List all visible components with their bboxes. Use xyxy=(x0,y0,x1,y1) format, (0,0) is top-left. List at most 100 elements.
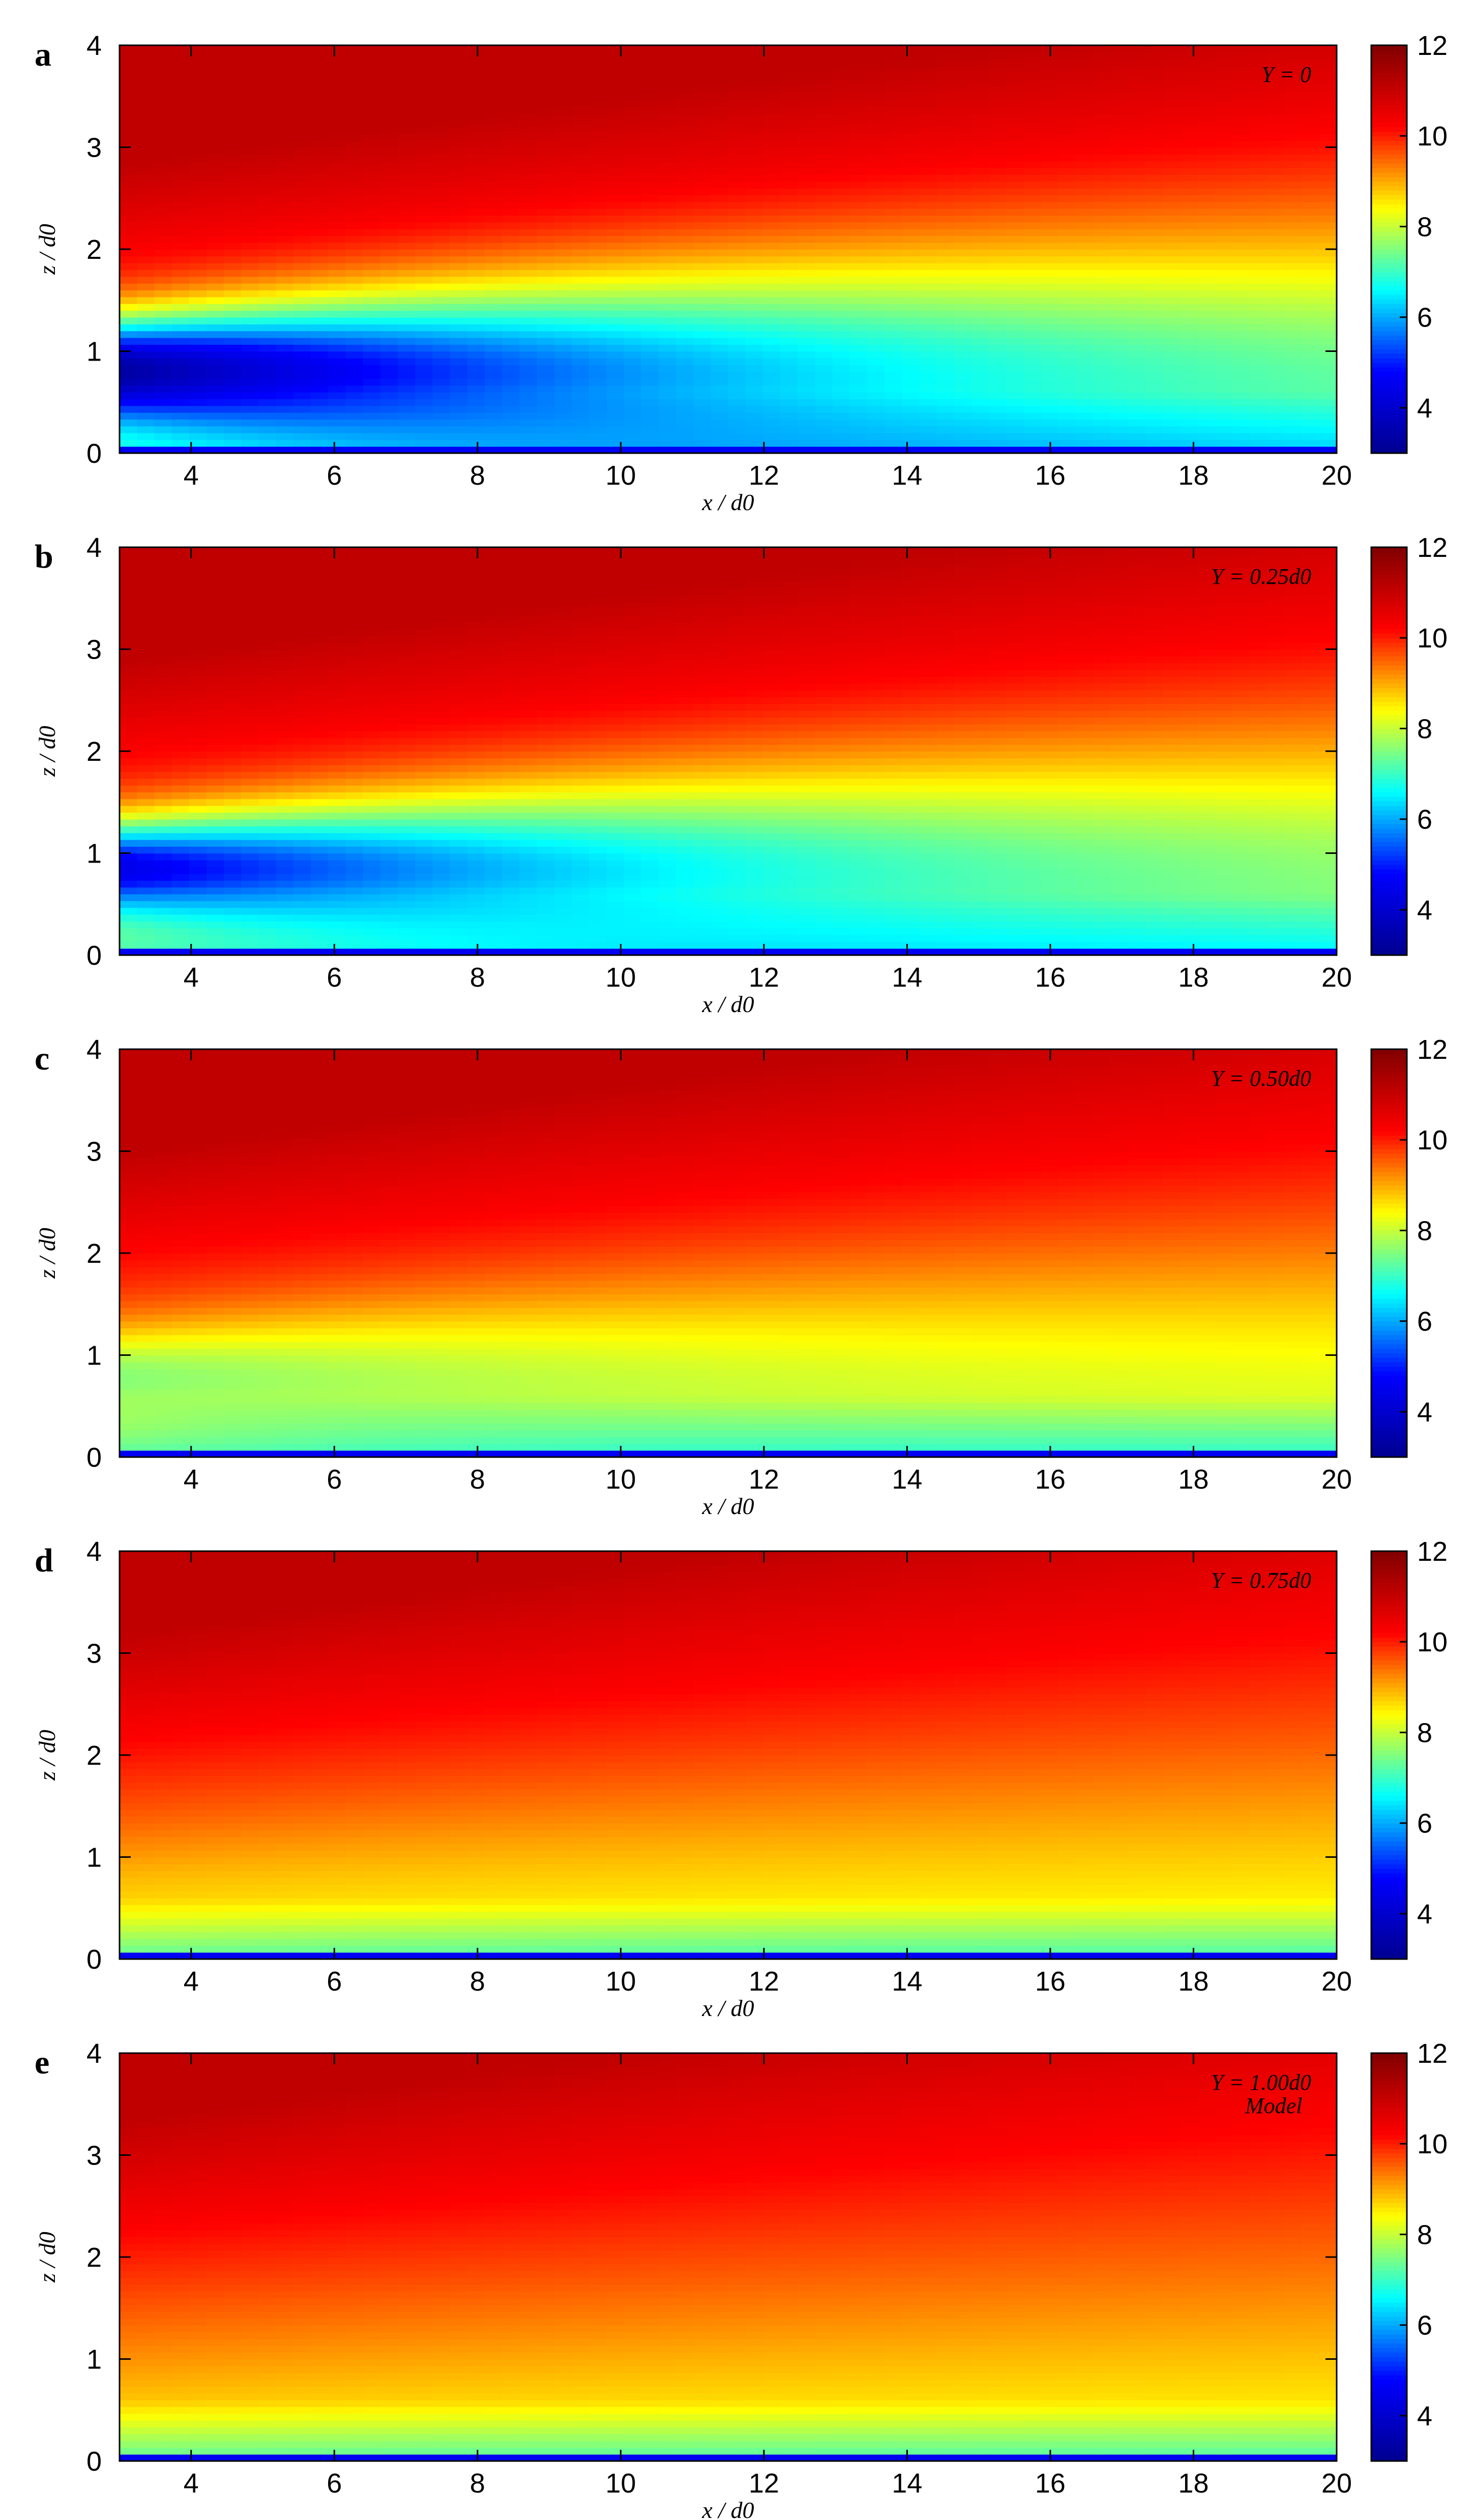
heatmap-cell xyxy=(467,79,485,86)
heatmap-cell xyxy=(450,228,468,236)
heatmap-cell xyxy=(206,710,224,718)
heatmap-cell xyxy=(624,317,642,324)
heatmap-cell xyxy=(658,297,676,304)
colorbar-band xyxy=(1371,399,1407,404)
heatmap-cell xyxy=(363,344,381,352)
heatmap-cell xyxy=(258,222,277,229)
heatmap-cell xyxy=(1197,154,1216,162)
heatmap-cell xyxy=(1093,127,1111,134)
heatmap-cell xyxy=(363,270,381,277)
heatmap-cell xyxy=(1302,378,1320,386)
heatmap-cell xyxy=(206,608,224,616)
heatmap-cell xyxy=(1145,432,1163,440)
heatmap-cell xyxy=(137,419,155,427)
heatmap-cell xyxy=(189,928,207,935)
heatmap-cell xyxy=(432,426,451,433)
colorbar-band xyxy=(1371,81,1407,86)
heatmap-cell xyxy=(815,337,833,345)
heatmap-cell xyxy=(1267,310,1285,318)
heatmap-cell xyxy=(450,297,468,304)
heatmap-cell xyxy=(954,242,972,250)
heatmap-cell xyxy=(1232,371,1250,379)
heatmap-cell xyxy=(832,181,850,189)
heatmap-cell xyxy=(154,66,172,73)
heatmap-cell xyxy=(1197,133,1216,141)
heatmap-cell xyxy=(936,235,955,243)
heatmap-cell xyxy=(641,337,659,345)
heatmap-cell xyxy=(328,351,346,359)
heatmap-cell xyxy=(641,45,659,53)
heatmap-cell xyxy=(519,242,538,250)
heatmap-cell xyxy=(1284,419,1303,427)
heatmap-cell xyxy=(571,113,589,121)
heatmap-cell xyxy=(849,439,868,447)
heatmap-cell xyxy=(1319,439,1337,447)
heatmap-cell xyxy=(328,358,346,366)
heatmap-cell xyxy=(537,256,555,263)
heatmap-cell xyxy=(502,412,520,420)
heatmap-cell xyxy=(989,147,1007,155)
heatmap-cell xyxy=(1302,66,1320,73)
heatmap-cell xyxy=(276,635,294,643)
heatmap-cell xyxy=(780,106,799,114)
heatmap-cell xyxy=(936,317,955,324)
heatmap-cell xyxy=(1250,290,1268,298)
heatmap-cell xyxy=(624,161,642,168)
heatmap-cell xyxy=(1250,52,1268,60)
heatmap-cell xyxy=(711,412,729,420)
heatmap-cell xyxy=(1197,385,1216,393)
heatmap-cell xyxy=(276,140,294,148)
heatmap-cell xyxy=(798,181,816,189)
heatmap-cell xyxy=(1215,426,1233,433)
heatmap-cell xyxy=(154,351,172,359)
heatmap-cell xyxy=(502,351,520,359)
heatmap-cell xyxy=(902,412,920,420)
heatmap-cell xyxy=(1284,161,1303,168)
heatmap-cell xyxy=(849,133,868,141)
heatmap-cell xyxy=(902,167,920,175)
heatmap-cell xyxy=(815,66,833,73)
heatmap-cell xyxy=(1197,426,1216,433)
heatmap-cell xyxy=(258,772,277,779)
colorbar-band xyxy=(1371,99,1407,105)
heatmap-cell xyxy=(484,147,503,155)
colorbar-band xyxy=(1371,385,1407,391)
heatmap-cell xyxy=(589,337,607,345)
heatmap-cell xyxy=(276,894,294,901)
heatmap-cell xyxy=(1319,235,1337,243)
heatmap-cell xyxy=(1041,167,1059,175)
heatmap-cell xyxy=(206,914,224,922)
heatmap-cell xyxy=(1093,283,1111,290)
heatmap-cell xyxy=(641,446,659,454)
heatmap-cell xyxy=(675,405,694,413)
heatmap-cell xyxy=(936,256,955,263)
heatmap-cell xyxy=(1145,99,1163,107)
heatmap-cell xyxy=(762,392,781,399)
heatmap-cell xyxy=(415,419,433,427)
heatmap-cell xyxy=(919,365,937,372)
heatmap-cell xyxy=(1041,283,1059,290)
heatmap-cell xyxy=(120,656,137,664)
heatmap-cell xyxy=(137,853,155,861)
heatmap-cell xyxy=(224,215,242,223)
heatmap-cell xyxy=(971,45,990,53)
heatmap-cell xyxy=(693,106,712,114)
heatmap-cell xyxy=(241,235,259,243)
heatmap-cell xyxy=(919,188,937,195)
heatmap-cell xyxy=(519,106,538,114)
heatmap-cell xyxy=(137,798,155,806)
heatmap-cell xyxy=(397,127,416,134)
heatmap-cell xyxy=(293,446,311,454)
heatmap-cell xyxy=(276,724,294,731)
colorbar-band xyxy=(1371,294,1407,300)
heatmap-cell xyxy=(537,405,555,413)
heatmap-cell xyxy=(675,351,694,359)
heatmap-cell xyxy=(224,778,242,786)
heatmap-cell xyxy=(1023,66,1042,73)
heatmap-cell xyxy=(989,426,1007,433)
heatmap-cell xyxy=(989,378,1007,386)
heatmap-cell xyxy=(258,798,277,806)
heatmap-cell xyxy=(206,228,224,236)
heatmap-cell xyxy=(1180,324,1198,332)
heatmap-cell xyxy=(1128,310,1146,318)
